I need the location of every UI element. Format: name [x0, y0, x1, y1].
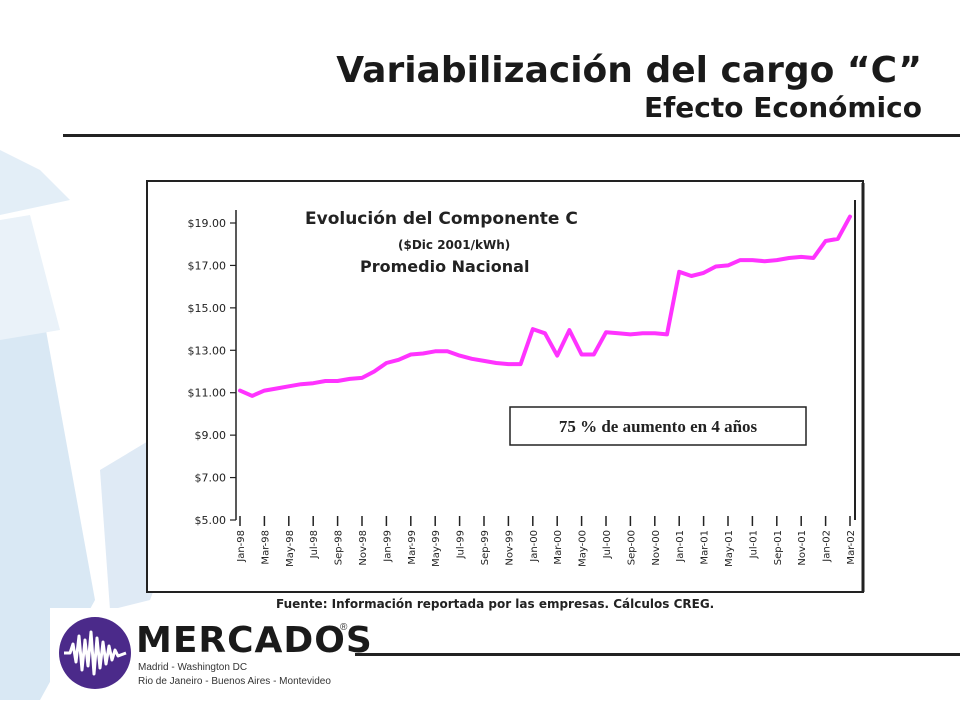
chart-subtitle: ($Dic 2001/kWh) — [398, 238, 510, 252]
slide-subtitle: Efecto Económico — [643, 91, 922, 124]
x-tick-label: May-98 — [285, 530, 296, 567]
x-tick-label: Mar-02 — [846, 530, 857, 565]
y-axis-ticks: $19.00 $17.00 $15.00 $13.00 $11.00 $9.00 $7.00… — [188, 217, 236, 527]
x-tick-label: Sep-98 — [334, 530, 345, 565]
x-tick-label: Jul-00 — [602, 530, 613, 559]
x-tick-label: Sep-01 — [773, 530, 784, 565]
chart-source: Fuente: Información reportada por las em… — [276, 597, 714, 611]
slide-title: Variabilización del cargo “C” — [336, 50, 922, 91]
annotation-text: 75 % de aumento en 4 años — [559, 417, 758, 436]
annotation-box — [509, 406, 807, 446]
logo-wave-icon — [59, 617, 131, 689]
y-tick-label: $15.00 — [188, 302, 227, 315]
series-line — [238, 214, 852, 398]
y-tick-label: $19.00 — [188, 217, 227, 230]
x-tick-label: Sep-00 — [626, 530, 637, 565]
y-tick-label: $5.00 — [195, 514, 227, 527]
x-tick-label: Jul-99 — [456, 530, 467, 559]
slide-title-block: Variabilización del cargo “C” Efecto Eco… — [336, 50, 922, 124]
x-tick-label: Nov-01 — [797, 530, 808, 566]
x-tick-label: May-01 — [724, 530, 735, 567]
x-tick-label: May-99 — [431, 530, 442, 567]
x-tick-label: Nov-99 — [504, 530, 515, 566]
x-tick-label: Mar-99 — [407, 530, 418, 565]
x-tick-label: Jan-98 — [236, 530, 247, 563]
x-tick-label: Jul-98 — [309, 530, 320, 559]
y-tick-label: $17.00 — [188, 259, 227, 272]
x-tick-label: Mar-00 — [553, 530, 564, 565]
footer-divider — [355, 653, 960, 656]
x-tick-label: Mar-98 — [260, 530, 271, 565]
x-tick-label: May-00 — [578, 530, 589, 567]
chart-frame — [146, 180, 864, 593]
company-logo: MERCADOS ® Madrid - Washington DC Rio de… — [50, 608, 372, 692]
x-tick-label: Jan-99 — [382, 530, 393, 563]
chart-title: Evolución del Componente C — [305, 209, 578, 229]
x-tick-label: Mar-01 — [700, 530, 711, 565]
x-tick-label: Jul-01 — [748, 530, 759, 559]
x-tick-label: Sep-99 — [480, 530, 491, 565]
x-tick-label: Jan-02 — [822, 530, 833, 563]
title-divider — [63, 134, 960, 137]
chart-subtitle2: Promedio Nacional — [360, 257, 529, 276]
x-tick-label: Jan-01 — [675, 530, 686, 563]
y-tick-label: $11.00 — [188, 387, 227, 400]
x-axis-ticks: Jan-98 Mar-98 May-98 Jul-98 Sep-98 Nov-98 Jan-… — [236, 516, 857, 567]
y-tick-label: $13.00 — [188, 344, 227, 357]
x-tick-label: Jan-00 — [529, 530, 540, 563]
x-tick-label: Nov-98 — [358, 530, 369, 566]
y-tick-label: $9.00 — [195, 429, 227, 442]
x-tick-label: Nov-00 — [651, 530, 662, 566]
y-tick-label: $7.00 — [195, 472, 227, 485]
